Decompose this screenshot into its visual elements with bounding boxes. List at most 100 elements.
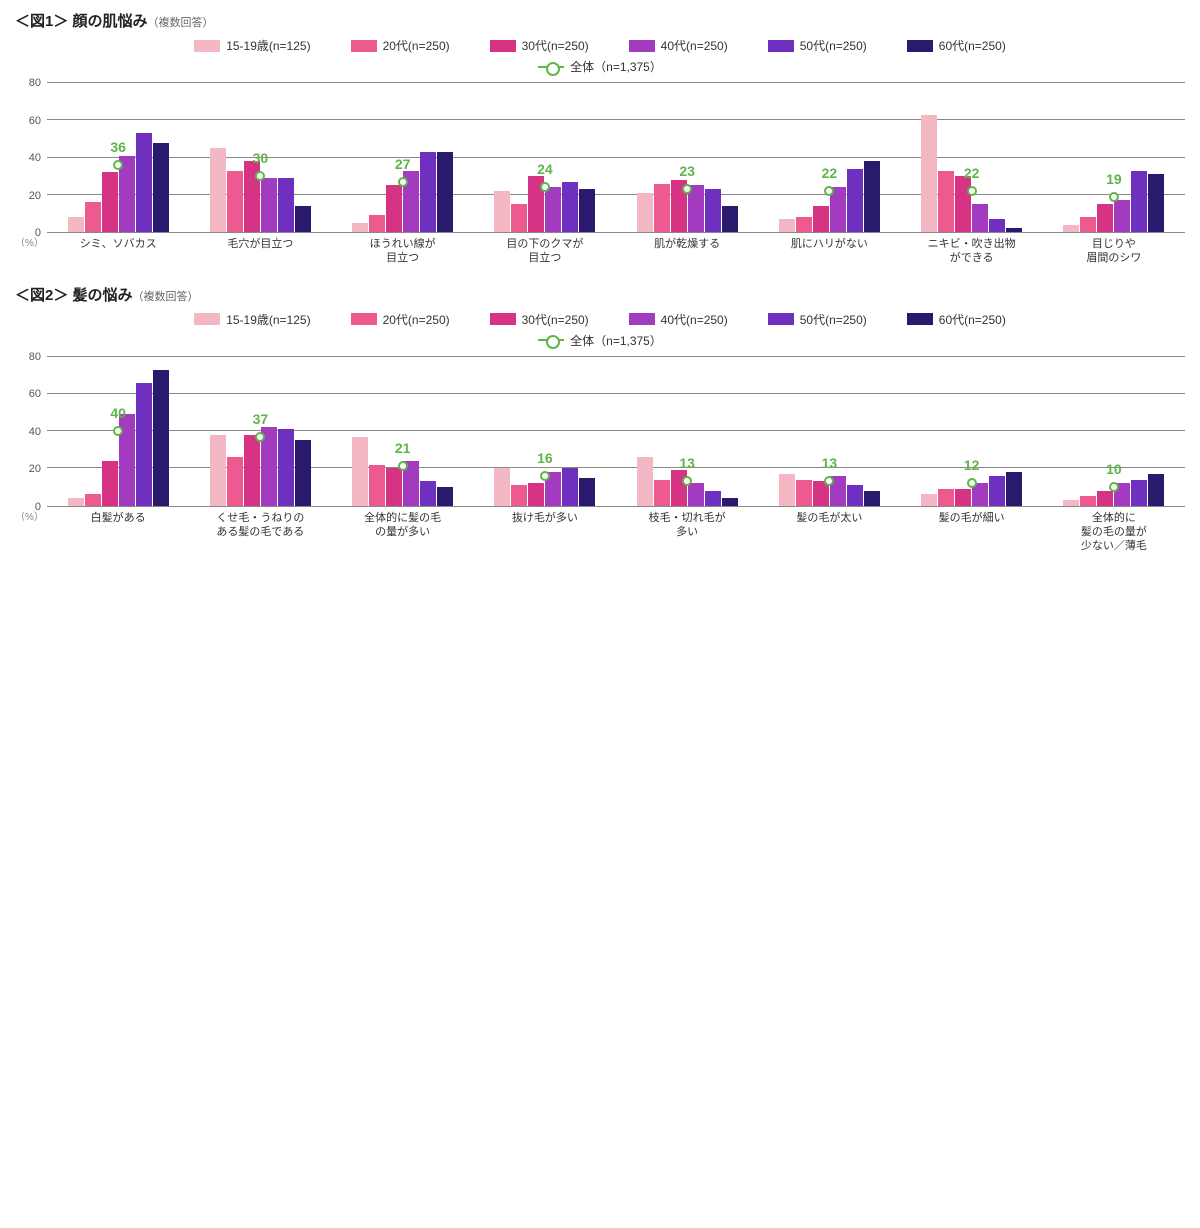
legend-item: 20代(n=250) xyxy=(351,37,450,54)
bar xyxy=(227,457,243,505)
bar xyxy=(705,491,721,506)
overall-value-label: 24 xyxy=(537,161,553,177)
y-axis: 020406080（%） xyxy=(15,83,47,233)
bar xyxy=(864,491,880,506)
bar xyxy=(654,184,670,232)
chart-2: ＜図2＞ 髪の悩み（複数回答）15-19歳(n=125)20代(n=250)30… xyxy=(15,284,1185,554)
x-label: くせ毛・うねりのある髪の毛である xyxy=(189,507,331,554)
legend-item: 60代(n=250) xyxy=(907,311,1006,328)
bar xyxy=(654,480,670,506)
chart-1: ＜図1＞ 顔の肌悩み（複数回答）15-19歳(n=125)20代(n=250)3… xyxy=(15,10,1185,266)
bar xyxy=(511,485,527,505)
overall-value-label: 27 xyxy=(395,156,411,172)
bar xyxy=(261,178,277,232)
bar xyxy=(210,148,226,232)
legend-label: 40代(n=250) xyxy=(661,311,728,328)
chart-title-main: ＜図1＞ 顔の肌悩み xyxy=(15,13,148,30)
bar xyxy=(244,435,260,506)
bar xyxy=(579,478,595,506)
bar-group xyxy=(758,83,900,232)
bar xyxy=(796,217,812,232)
bar xyxy=(637,193,653,232)
x-label: 肌にハリがない xyxy=(758,233,900,266)
overall-value-label: 12 xyxy=(964,457,980,473)
y-tick-label: 20 xyxy=(29,463,41,475)
overall-marker xyxy=(1109,482,1119,492)
bar xyxy=(1006,472,1022,506)
bar xyxy=(102,172,118,232)
bar xyxy=(545,187,561,232)
bar xyxy=(989,219,1005,232)
bar-group xyxy=(616,83,758,232)
bar xyxy=(562,468,578,505)
legend-label: 15-19歳(n=125) xyxy=(226,311,310,328)
legend-item: 15-19歳(n=125) xyxy=(194,37,310,54)
bar xyxy=(1063,500,1079,506)
bar xyxy=(85,494,101,505)
plot-wrap: 020406080（%）4037211613131210 xyxy=(15,357,1185,507)
legend-swatch xyxy=(351,313,377,325)
overall-marker xyxy=(113,160,123,170)
bar xyxy=(779,219,795,232)
bar xyxy=(1148,174,1164,232)
bar xyxy=(278,429,294,505)
overall-value-label: 40 xyxy=(110,405,126,421)
legend-item: 60代(n=250) xyxy=(907,37,1006,54)
bar xyxy=(1080,217,1096,232)
bar xyxy=(153,370,169,506)
bar xyxy=(1114,200,1130,232)
bar-group xyxy=(332,357,474,506)
bar xyxy=(68,217,84,232)
legend-item: 40代(n=250) xyxy=(629,37,728,54)
x-label: 髪の毛が太い xyxy=(758,507,900,554)
legend-item: 50代(n=250) xyxy=(768,311,867,328)
legend-label: 30代(n=250) xyxy=(522,37,589,54)
bar xyxy=(494,468,510,505)
legend-swatch xyxy=(768,40,794,52)
legend-swatch xyxy=(490,313,516,325)
overall-marker xyxy=(540,471,550,481)
bar-group xyxy=(474,357,616,506)
overall-value-label: 36 xyxy=(110,139,126,155)
bar xyxy=(921,115,937,232)
x-label: 肌が乾燥する xyxy=(616,233,758,266)
bar xyxy=(1131,480,1147,506)
plot-area: 3630272423222219 xyxy=(47,83,1185,233)
x-label: 白髪がある xyxy=(47,507,189,554)
bar xyxy=(637,457,653,505)
legend-swatch xyxy=(629,40,655,52)
bar xyxy=(68,498,84,505)
bar xyxy=(688,483,704,505)
bar xyxy=(1148,474,1164,506)
legend: 15-19歳(n=125) 20代(n=250) 30代(n=250) 40代(n=2… xyxy=(160,37,1040,75)
y-tick-label: 80 xyxy=(29,351,41,363)
x-label: 抜け毛が多い xyxy=(474,507,616,554)
bar xyxy=(369,465,385,506)
legend-label: 30代(n=250) xyxy=(522,311,589,328)
bar xyxy=(1097,204,1113,232)
bar xyxy=(420,152,436,232)
bar xyxy=(938,171,954,232)
bar xyxy=(210,435,226,506)
plot-wrap: 020406080（%）3630272423222219 xyxy=(15,83,1185,233)
overall-value-label: 22 xyxy=(964,165,980,181)
bar xyxy=(722,206,738,232)
overall-value-label: 23 xyxy=(679,163,695,179)
plot-area: 4037211613131210 xyxy=(47,357,1185,507)
x-label: 髪の毛が細い xyxy=(901,507,1043,554)
legend-label: 60代(n=250) xyxy=(939,37,1006,54)
bar xyxy=(847,485,863,505)
bar xyxy=(295,440,311,505)
overall-value-label: 13 xyxy=(679,455,695,471)
legend-label: 40代(n=250) xyxy=(661,37,728,54)
bar xyxy=(295,206,311,232)
x-label: 全体的に髪の毛の量が多い xyxy=(332,507,474,554)
legend-item: 40代(n=250) xyxy=(629,311,728,328)
legend-swatch xyxy=(351,40,377,52)
bar xyxy=(136,133,152,232)
bar xyxy=(352,437,368,506)
bar xyxy=(85,202,101,232)
bar xyxy=(136,383,152,506)
bar-group xyxy=(47,83,189,232)
legend-item-overall: 全体（n=1,375） xyxy=(538,332,662,349)
